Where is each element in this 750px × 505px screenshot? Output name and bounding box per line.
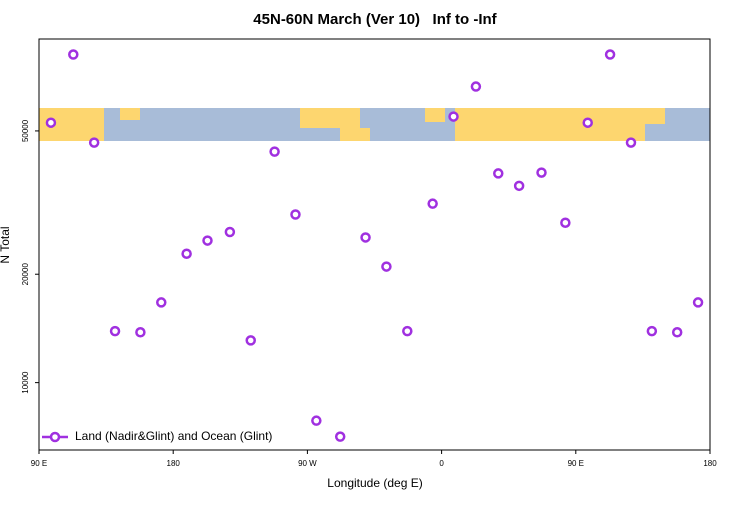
point — [493, 168, 504, 179]
point — [224, 226, 236, 238]
point — [269, 146, 280, 157]
x-tick-label: 0 — [439, 459, 444, 468]
y-tick-label: 20000 — [21, 263, 30, 286]
y-tick-label: 10000 — [21, 371, 30, 394]
point — [427, 198, 438, 209]
point — [671, 327, 683, 338]
point — [402, 325, 413, 337]
point — [311, 415, 322, 426]
point — [290, 209, 301, 220]
point — [181, 248, 192, 259]
point — [156, 297, 167, 308]
point — [448, 111, 459, 122]
legend-marker — [49, 431, 61, 443]
x-tick-label: 90 E — [568, 459, 584, 468]
point — [88, 137, 100, 148]
point — [135, 327, 146, 338]
point — [109, 325, 121, 337]
point — [470, 81, 482, 92]
map-band — [39, 108, 710, 141]
point — [45, 117, 57, 128]
point — [513, 180, 525, 192]
x-tick-label: 180 — [703, 459, 717, 468]
y-axis-label: N Total — [0, 226, 12, 263]
point — [536, 167, 547, 178]
point — [582, 117, 593, 128]
x-axis-label: Longitude (deg E) — [327, 476, 422, 490]
legend-label: Land (Nadir&Glint) and Ocean (Glint) — [75, 429, 272, 443]
x-tick-label: 90 W — [298, 459, 317, 468]
point — [692, 297, 704, 308]
point — [334, 431, 346, 442]
point — [245, 335, 256, 346]
point — [604, 49, 616, 60]
point — [560, 217, 571, 228]
point — [625, 137, 637, 148]
point — [646, 325, 658, 337]
y-tick-label: 50000 — [21, 119, 30, 142]
point — [202, 235, 213, 246]
point — [360, 232, 371, 243]
chart-title: 45N-60N March (Ver 10) Inf to -Inf — [253, 11, 497, 28]
plot-frame — [38, 38, 711, 451]
x-tick-label: 90 E — [31, 459, 47, 468]
point — [68, 49, 79, 60]
x-tick-label: 180 — [167, 459, 181, 468]
point — [381, 261, 392, 272]
